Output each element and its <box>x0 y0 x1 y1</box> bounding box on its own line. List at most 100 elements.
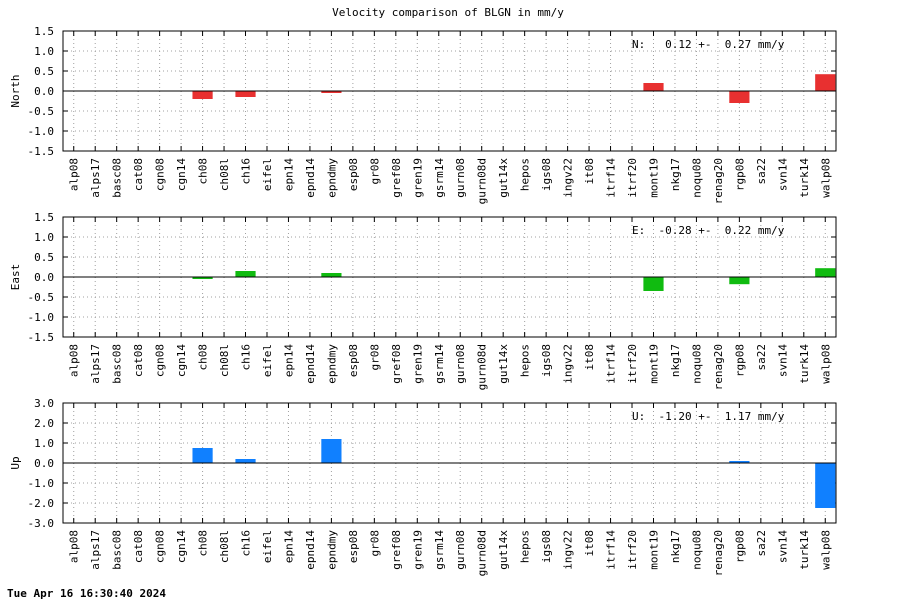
bar-ch16 <box>235 459 256 463</box>
x-tick-label: it08 <box>583 158 596 185</box>
y-tick-label: 1.0 <box>34 231 54 244</box>
x-tick-label: rgp08 <box>733 158 746 191</box>
x-tick-label: renag20 <box>712 158 725 204</box>
x-tick-label: renag20 <box>712 344 725 390</box>
x-tick-label: nkg17 <box>669 344 682 377</box>
x-tick-label: turk14 <box>798 158 811 198</box>
x-tick-label: gr08 <box>368 344 381 371</box>
x-tick-label: epnd14 <box>304 530 317 570</box>
x-tick-label: sa22 <box>755 530 768 557</box>
x-tick-label: eifel <box>261 158 274 191</box>
x-tick-label: sa22 <box>755 158 768 185</box>
x-tick-label: ingv22 <box>562 344 575 384</box>
x-tick-label: itrf14 <box>605 158 618 198</box>
x-tick-label: gut14x <box>497 344 510 384</box>
x-tick-label: epndmy <box>325 344 338 384</box>
x-tick-label: gurn08 <box>454 530 467 570</box>
x-tick-label: gren19 <box>411 344 424 384</box>
x-tick-label: noqu08 <box>690 344 703 384</box>
x-tick-label: alps17 <box>89 530 102 570</box>
bar-ch08 <box>192 91 213 99</box>
y-tick-label: 1.0 <box>34 437 54 450</box>
x-tick-label: gurn08 <box>454 344 467 384</box>
x-tick-label: ingv22 <box>562 530 575 570</box>
x-tick-label: basc08 <box>111 158 124 198</box>
x-tick-label: itrf20 <box>626 344 639 384</box>
x-tick-label: esp08 <box>347 530 360 563</box>
x-tick-label: itrf20 <box>626 530 639 570</box>
x-tick-label: ingv22 <box>562 158 575 198</box>
velocity-annotation: E: -0.28 +- 0.22 mm/y <box>632 224 785 237</box>
x-tick-label: hepos <box>519 530 532 563</box>
x-tick-label: epnd14 <box>304 158 317 198</box>
bar-walp08 <box>815 463 836 508</box>
x-tick-label: mont19 <box>647 158 660 198</box>
x-tick-label: turk14 <box>798 530 811 570</box>
x-tick-label: gurn08d <box>476 158 489 204</box>
bar-ch16 <box>235 91 256 97</box>
x-tick-label: alps17 <box>89 344 102 384</box>
panel-north: 1.5 1.0 0.5 0.0 -0.5 -1.0 -1.5 alp08 alps17 basc0… <box>9 25 837 204</box>
x-tick-label: alp08 <box>68 344 81 377</box>
bar-epndmy <box>321 91 342 93</box>
bar-ch16 <box>235 271 256 277</box>
y-tick-label: 0.5 <box>34 65 54 78</box>
x-tick-label: sa22 <box>755 344 768 371</box>
y-tick-label: 0.0 <box>34 271 54 284</box>
bar-epndmy <box>321 273 342 277</box>
x-tick-label: epndmy <box>325 158 338 198</box>
y-tick-label: 2.0 <box>34 417 54 430</box>
x-tick-label: alp08 <box>68 530 81 563</box>
x-tick-label: gref08 <box>390 158 403 198</box>
x-tick-label: gut14x <box>497 530 510 570</box>
x-tick-label: cat08 <box>132 344 145 377</box>
x-tick-label: basc08 <box>111 530 124 570</box>
x-tick-label: epn14 <box>282 344 295 377</box>
x-tick-label: mont19 <box>647 344 660 384</box>
y-axis-label: North <box>9 74 22 107</box>
panel-up: 3.0 2.0 1.0 0.0 -1.0 -2.0 -3.0 alp08 alps17 basc0… <box>9 397 837 576</box>
x-tick-label: gurn08 <box>454 158 467 198</box>
x-tick-label: gref08 <box>390 530 403 570</box>
x-tick-label: nkg17 <box>669 158 682 191</box>
x-tick-label: walp08 <box>819 530 832 570</box>
x-tick-label: cgn08 <box>154 158 167 191</box>
bar-rgp08 <box>729 91 750 103</box>
x-tick-label: cgn14 <box>175 530 188 563</box>
bar-walp08 <box>815 74 836 91</box>
x-tick-label: gurn08d <box>476 530 489 576</box>
x-tick-label: noqu08 <box>690 158 703 198</box>
x-tick-label: gut14x <box>497 158 510 198</box>
bar-rgp08 <box>729 277 750 285</box>
y-tick-label: 1.0 <box>34 45 54 58</box>
x-tick-label: gr08 <box>368 158 381 185</box>
y-tick-label: 3.0 <box>34 397 54 410</box>
x-tick-label: cat08 <box>132 158 145 191</box>
plot-frame <box>62 216 837 338</box>
x-tick-label: rgp08 <box>733 344 746 377</box>
x-tick-label: turk14 <box>798 344 811 384</box>
y-tick-label: -0.5 <box>28 291 55 304</box>
y-tick-label: -1.0 <box>28 477 55 490</box>
x-tick-label: basc08 <box>111 344 124 384</box>
x-tick-label: it08 <box>583 530 596 557</box>
plot-frame <box>62 30 837 152</box>
x-tick-label: cgn14 <box>175 344 188 377</box>
x-tick-label: eifel <box>261 344 274 377</box>
x-tick-label: mont19 <box>647 530 660 570</box>
x-tick-label: alps17 <box>89 158 102 198</box>
x-tick-label: igs08 <box>540 530 553 563</box>
y-tick-label: -1.0 <box>28 125 55 138</box>
x-tick-label: epndmy <box>325 530 338 570</box>
y-tick-label: 1.5 <box>34 25 54 38</box>
x-tick-label: gref08 <box>390 344 403 384</box>
x-tick-label: epn14 <box>282 158 295 191</box>
bar-walp08 <box>815 268 836 277</box>
y-tick-label: 1.5 <box>34 211 54 224</box>
x-tick-label: it08 <box>583 344 596 371</box>
x-tick-label: esp08 <box>347 158 360 191</box>
x-tick-label: itrf14 <box>605 344 618 384</box>
x-tick-label: igs08 <box>540 158 553 191</box>
y-tick-label: -1.0 <box>28 311 55 324</box>
